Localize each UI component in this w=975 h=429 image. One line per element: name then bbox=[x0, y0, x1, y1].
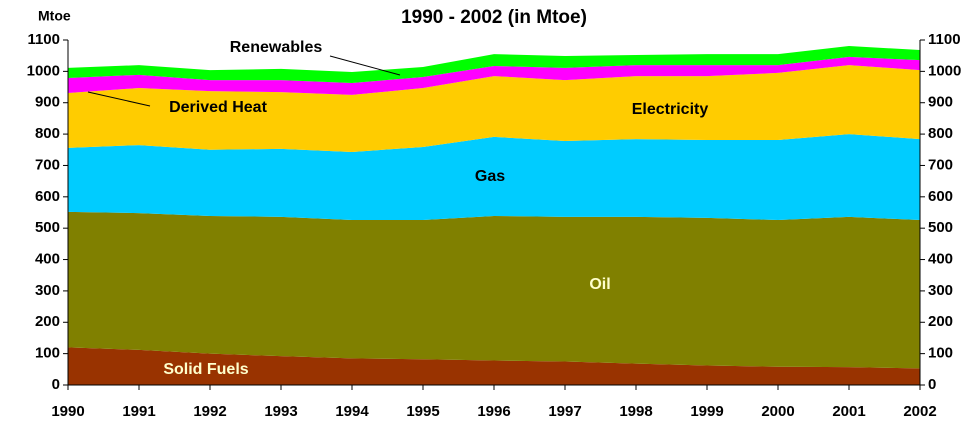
series-label: Gas bbox=[475, 168, 505, 185]
y2-tick-label: 100 bbox=[928, 345, 953, 362]
y2-tick-label: 700 bbox=[928, 156, 953, 173]
x-tick-label: 1997 bbox=[548, 403, 581, 420]
y-tick-label: 800 bbox=[35, 125, 60, 142]
area bbox=[68, 211, 920, 369]
y2-tick-label: 900 bbox=[928, 94, 953, 111]
y-tick-label: 0 bbox=[52, 376, 60, 393]
x-tick-label: 2001 bbox=[832, 403, 865, 420]
y-tick-label: 1100 bbox=[27, 31, 60, 48]
area bbox=[68, 45, 920, 83]
y2-tick-label: 800 bbox=[928, 125, 953, 142]
y-tick-label: 100 bbox=[35, 345, 60, 362]
y-tick-label: 500 bbox=[35, 219, 60, 236]
series-label: Renewables bbox=[230, 39, 323, 56]
x-tick-label: 2000 bbox=[761, 403, 794, 420]
x-tick-label: 1993 bbox=[264, 403, 297, 420]
y2-tick-label: 500 bbox=[928, 219, 953, 236]
area bbox=[68, 347, 920, 385]
y-tick-label: 900 bbox=[35, 94, 60, 111]
y2-tick-label: 200 bbox=[928, 313, 953, 330]
area bbox=[68, 56, 920, 95]
x-tick-label: 1992 bbox=[193, 403, 226, 420]
x-tick-label: 1994 bbox=[335, 403, 369, 420]
x-tick-label: 1991 bbox=[122, 403, 155, 420]
y2-tick-label: 400 bbox=[928, 251, 953, 268]
y2-tick-label: 0 bbox=[928, 376, 936, 393]
chart-title: 1990 - 2002 (in Mtoe) bbox=[401, 7, 587, 28]
y-tick-label: 300 bbox=[35, 282, 60, 299]
leader-line bbox=[329, 55, 401, 76]
x-tick-label: 1998 bbox=[619, 403, 652, 420]
y2-tick-label: 300 bbox=[928, 282, 953, 299]
series-label: Oil bbox=[589, 276, 610, 293]
y2-tick-label: 600 bbox=[928, 188, 953, 205]
y-tick-label: 1000 bbox=[27, 62, 60, 79]
y-tick-label: 400 bbox=[35, 251, 60, 268]
y-axis-label: Mtoe bbox=[38, 8, 71, 24]
y-tick-label: 600 bbox=[35, 188, 60, 205]
y-tick-label: 700 bbox=[35, 156, 60, 173]
x-tick-label: 1996 bbox=[477, 403, 510, 420]
series-label: Derived Heat bbox=[169, 99, 267, 116]
x-tick-label: 2002 bbox=[903, 403, 936, 420]
x-tick-label: 1995 bbox=[406, 403, 439, 420]
series-label: Solid Fuels bbox=[163, 361, 248, 378]
y-tick-label: 200 bbox=[35, 313, 60, 330]
area bbox=[68, 65, 920, 152]
leader-line bbox=[87, 91, 151, 107]
y2-tick-label: 1000 bbox=[928, 62, 961, 79]
x-tick-label: 1990 bbox=[51, 403, 84, 420]
x-tick-label: 1999 bbox=[690, 403, 723, 420]
y2-tick-label: 1100 bbox=[928, 31, 961, 48]
series-label: Electricity bbox=[632, 101, 709, 118]
area bbox=[68, 134, 920, 221]
